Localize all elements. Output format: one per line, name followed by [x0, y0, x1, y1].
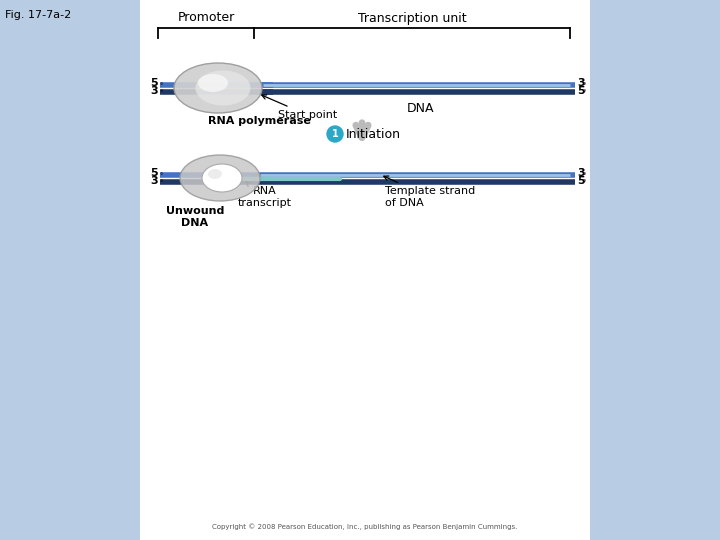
Ellipse shape [198, 74, 228, 92]
Text: 5: 5 [150, 168, 158, 179]
Text: 3: 3 [577, 78, 585, 89]
Text: Initiation: Initiation [346, 127, 401, 140]
Text: °: ° [582, 180, 585, 186]
Ellipse shape [202, 164, 242, 192]
Ellipse shape [196, 71, 251, 105]
Text: °: ° [159, 84, 163, 90]
Text: °: ° [159, 91, 163, 97]
Text: 5: 5 [150, 78, 158, 89]
Text: 1: 1 [332, 129, 338, 139]
Bar [140, 0, 590, 540]
Text: °: ° [159, 173, 163, 179]
Text: Copyright © 2008 Pearson Education, Inc., publishing as Pearson Benjamin Cumming: Copyright © 2008 Pearson Education, Inc.… [212, 523, 518, 530]
Text: Fig. 17-7a-2: Fig. 17-7a-2 [5, 10, 71, 20]
Text: Promoter: Promoter [177, 11, 235, 24]
Text: 5: 5 [577, 176, 585, 186]
Text: 3: 3 [577, 168, 585, 179]
Text: 3: 3 [150, 85, 158, 96]
Text: °: ° [159, 180, 163, 186]
Text: DNA: DNA [406, 102, 433, 115]
Ellipse shape [174, 63, 262, 113]
Text: °: ° [582, 91, 585, 97]
Circle shape [327, 126, 343, 142]
Text: 5: 5 [577, 85, 585, 96]
Text: 3: 3 [150, 176, 158, 186]
Text: Start point: Start point [262, 95, 337, 120]
Text: Unwound
DNA: Unwound DNA [166, 206, 224, 227]
Text: RNA
transcript: RNA transcript [238, 181, 292, 208]
Text: RNA polymerase: RNA polymerase [208, 116, 311, 126]
Ellipse shape [180, 155, 260, 201]
Text: °: ° [582, 173, 585, 179]
Text: Transcription unit: Transcription unit [358, 12, 467, 25]
Text: °: ° [582, 84, 585, 90]
Ellipse shape [208, 169, 222, 179]
Text: Template strand
of DNA: Template strand of DNA [384, 176, 475, 208]
